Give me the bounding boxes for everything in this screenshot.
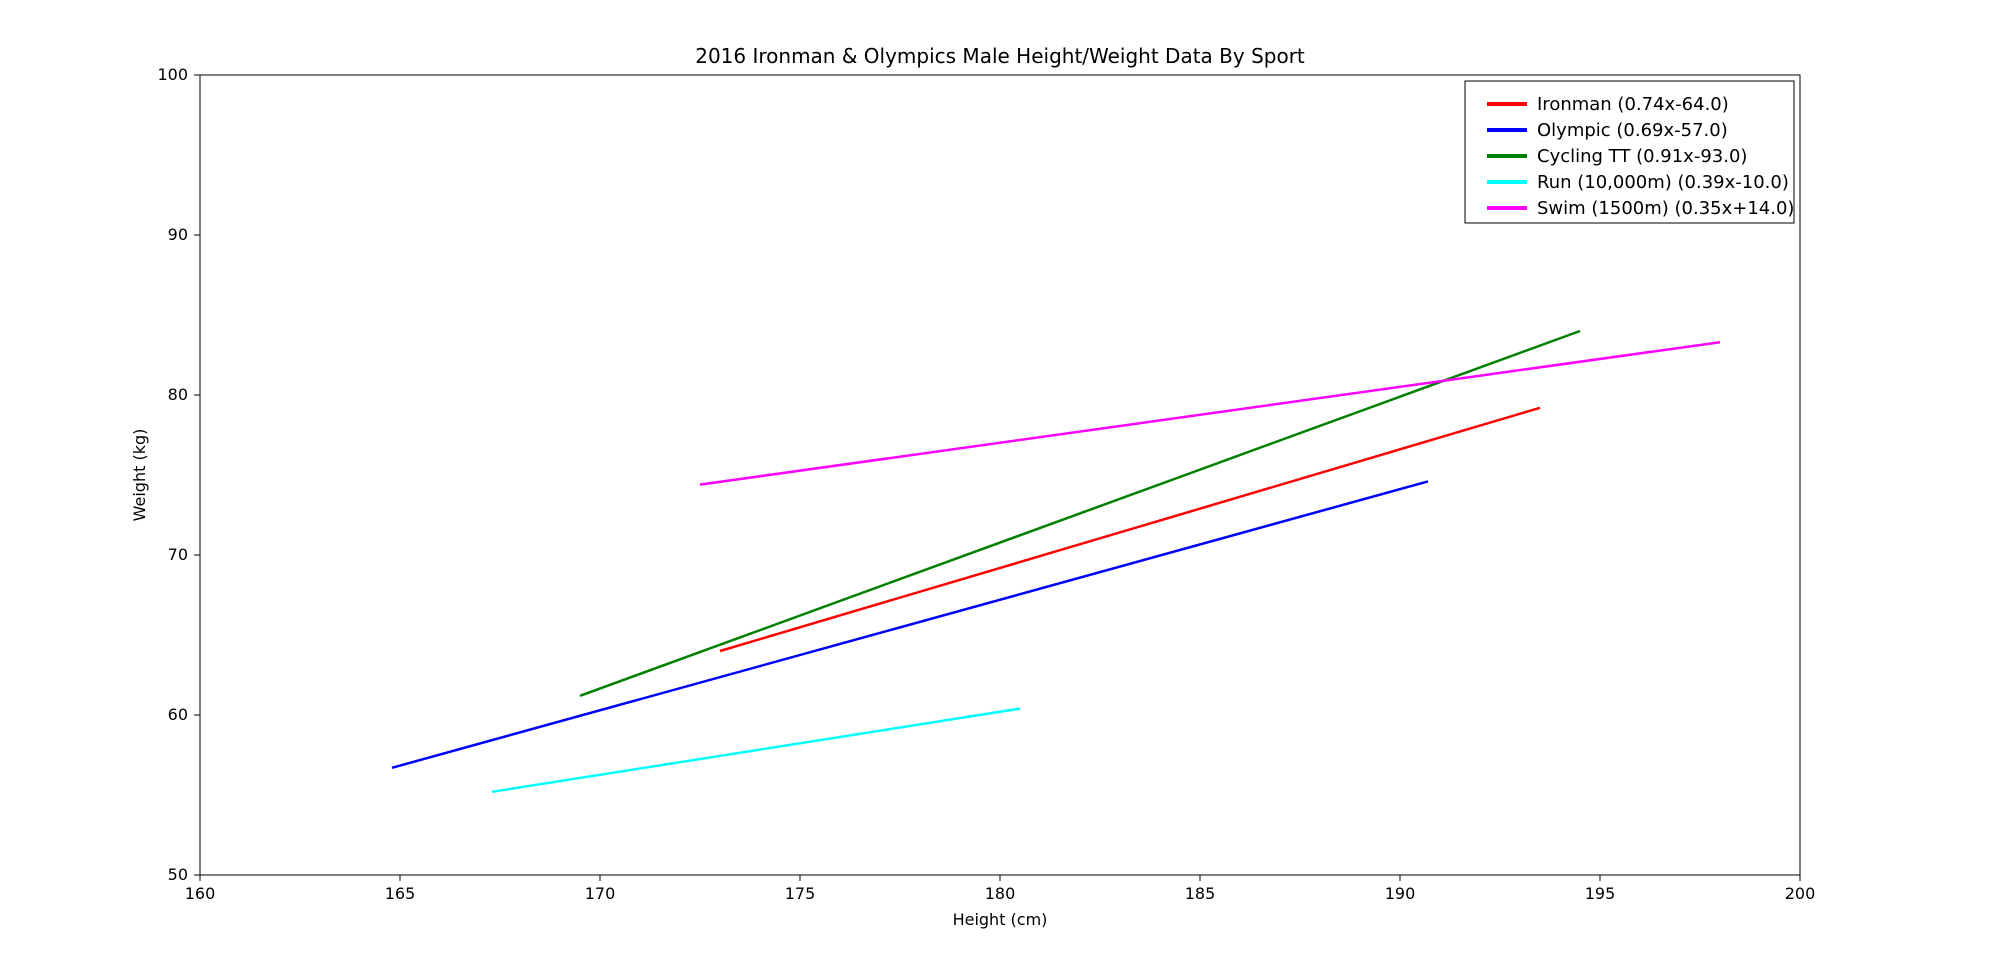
legend-label: Cycling TT (0.91x-93.0) (1537, 146, 1747, 167)
x-tick-label: 195 (1585, 884, 1616, 903)
y-tick-label: 60 (168, 705, 188, 724)
x-tick-label: 200 (1785, 884, 1816, 903)
x-tick-label: 190 (1385, 884, 1416, 903)
series-line (700, 342, 1720, 484)
y-tick-label: 80 (168, 385, 188, 404)
x-tick-label: 180 (985, 884, 1016, 903)
x-tick-label: 175 (785, 884, 816, 903)
x-tick-label: 170 (585, 884, 616, 903)
series-line (492, 709, 1020, 792)
y-tick-label: 100 (157, 65, 188, 84)
legend-label: Olympic (0.69x-57.0) (1537, 120, 1728, 141)
series-line (720, 408, 1540, 651)
legend-label: Swim (1500m) (0.35x+14.0) (1537, 198, 1794, 219)
x-axis-label: Height (cm) (953, 910, 1048, 929)
y-tick-label: 70 (168, 545, 188, 564)
chart-canvas: 160 165 170 175 180 185 190 195 200 50 60 70 80 90 100… (0, 0, 2000, 978)
y-tick-label: 50 (168, 865, 188, 884)
y-axis-label: Weight (kg) (130, 429, 149, 522)
chart-title: 2016 Ironman & Olympics Male Height/Weig… (695, 44, 1305, 68)
x-tick-label: 185 (1185, 884, 1216, 903)
y-tick-label: 90 (168, 225, 188, 244)
x-tick-label: 160 (185, 884, 216, 903)
series-line (580, 331, 1580, 696)
x-tick-label: 165 (385, 884, 416, 903)
legend-label: Run (10,000m) (0.39x-10.0) (1537, 172, 1789, 193)
legend-label: Ironman (0.74x-64.0) (1537, 94, 1729, 115)
